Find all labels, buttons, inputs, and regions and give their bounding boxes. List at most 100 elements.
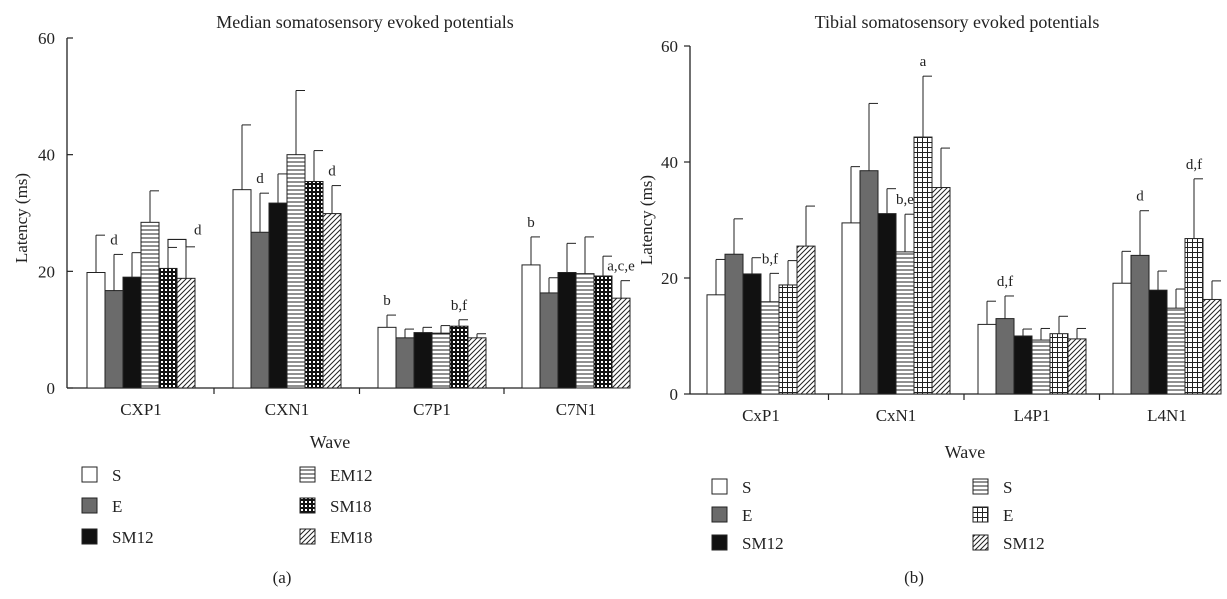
bar [841, 222, 861, 395]
bar [449, 325, 469, 389]
panel-a-x-axis-label: Wave [310, 432, 351, 452]
bar [140, 221, 160, 389]
bar [431, 332, 451, 389]
legend-swatch [299, 497, 316, 514]
legend-swatch [81, 497, 98, 514]
annotation-label: b,e [896, 192, 914, 208]
bar [304, 181, 324, 389]
panel-a-y-axis-label: Latency (ms) [12, 173, 31, 263]
x-tick-label: CXN1 [265, 400, 309, 419]
bar [760, 301, 780, 395]
bar [859, 170, 879, 395]
legend-swatch [711, 478, 728, 495]
bar [575, 273, 595, 389]
y-tick-label: 40 [38, 146, 55, 165]
legend-swatch [299, 528, 316, 545]
bar [1184, 238, 1204, 395]
bar [413, 332, 433, 389]
y-tick-label: 20 [38, 262, 55, 281]
legend-label: SM12 [112, 528, 154, 547]
bar [322, 213, 342, 389]
bar [377, 326, 397, 389]
bar [1067, 338, 1087, 395]
bar [122, 276, 142, 389]
annotation-label: b [527, 215, 535, 231]
legend-label: S [112, 466, 121, 485]
x-tick-label: L4N1 [1147, 406, 1187, 425]
bar [104, 290, 124, 389]
bar [1202, 298, 1222, 395]
x-tick-label: CXP1 [120, 400, 162, 419]
bar [1166, 307, 1186, 395]
annotation-label: a,c,e [607, 259, 635, 275]
panel-a-legend: SE SM12 EM12 SM18 EM18 [81, 466, 373, 547]
bar [1013, 335, 1033, 395]
bar [1130, 254, 1150, 395]
annotation-label: b,f [762, 251, 778, 267]
panel-b-x-axis-label: Wave [945, 442, 986, 462]
bar [250, 231, 270, 389]
legend-label: E [1003, 506, 1013, 525]
annotation-label: b [383, 293, 391, 309]
annotation-label: d [328, 164, 336, 180]
annotation-label: d [1136, 189, 1144, 205]
bar [539, 292, 559, 389]
y-tick-label: 0 [670, 385, 679, 404]
bar [232, 189, 252, 389]
bar [395, 337, 415, 389]
annotation-label: a [920, 54, 927, 70]
bar [1148, 289, 1168, 395]
annotation-label: d [110, 232, 118, 248]
bar [268, 202, 288, 389]
bar [1049, 333, 1069, 395]
panel-b-plot: 0 20 40 60 CxP1 CxN1 L4P1 L4N1 b,f b,e a d,f d d,f [661, 37, 1222, 425]
bar [931, 187, 951, 395]
panel-a-title: Median somatosensory evoked potentials [216, 12, 513, 32]
y-tick-label: 0 [47, 379, 56, 398]
bar [1112, 282, 1132, 395]
legend-label: S [742, 478, 751, 497]
bar [706, 294, 726, 395]
legend-label: S [1003, 478, 1012, 497]
bar [1031, 339, 1051, 395]
legend-swatch [81, 528, 98, 545]
bar [467, 337, 487, 389]
bar [593, 275, 613, 389]
bar [877, 213, 897, 395]
panel-b: Tibial somatosensory evoked potentials L… [637, 12, 1222, 587]
legend-swatch [972, 534, 989, 551]
legend-swatch [711, 506, 728, 523]
legend-swatch [972, 478, 989, 495]
bar [724, 253, 744, 395]
panel-a-label: (a) [273, 568, 292, 587]
legend-swatch [81, 466, 98, 483]
panel-a: Median somatosensory evoked potentials L… [12, 12, 635, 587]
legend-label: E [112, 497, 122, 516]
legend-swatch [711, 534, 728, 551]
bar [742, 273, 762, 395]
annotation-label: d [194, 222, 202, 238]
bar [286, 154, 306, 389]
legend-label: E [742, 506, 752, 525]
bar [778, 284, 798, 395]
legend-label: SM12 [1003, 534, 1045, 553]
y-tick-label: 60 [38, 29, 55, 48]
bar [557, 272, 577, 389]
legend-label: SM12 [742, 534, 784, 553]
y-tick-label: 60 [661, 37, 678, 56]
bar [176, 277, 196, 389]
legend-label: EM18 [330, 528, 373, 547]
bar [796, 245, 816, 395]
annotation-label: d,f [997, 274, 1013, 290]
legend-swatch [299, 466, 316, 483]
legend-label: SM18 [330, 497, 372, 516]
panel-b-title: Tibial somatosensory evoked potentials [815, 12, 1100, 32]
panel-b-label: (b) [904, 568, 924, 587]
x-tick-label: L4P1 [1014, 406, 1051, 425]
x-tick-label: C7P1 [413, 400, 451, 419]
y-tick-label: 40 [661, 153, 678, 172]
y-tick-label: 20 [661, 269, 678, 288]
bar [977, 323, 997, 395]
